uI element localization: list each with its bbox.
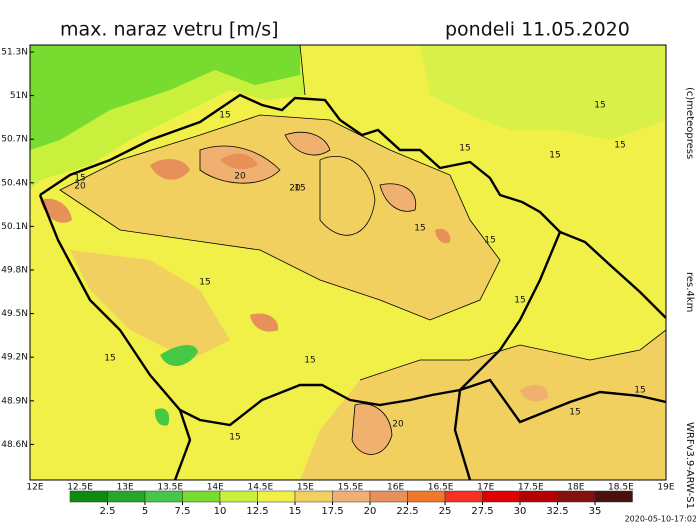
colorbar-label: 17.5 [321, 506, 343, 517]
lon-label: 12.5E [67, 483, 93, 493]
contour-label: 15 [549, 151, 560, 161]
colorbar-swatch [519, 490, 558, 503]
lon-label: 13E [117, 483, 134, 493]
title: max. naraz vetru [m/s] [60, 19, 279, 41]
date: pondeli 11.05.2020 [445, 19, 630, 41]
copyright: (c)meteopress [684, 87, 695, 159]
contour-label: 15 [199, 278, 210, 288]
colorbar-swatch [69, 490, 108, 503]
lat-label: 51.3N [1, 48, 28, 58]
lon-label: 16.5E [428, 483, 454, 493]
colorbar-swatch [557, 490, 596, 503]
contour-label: 15 [634, 386, 645, 396]
colorbar-label: 30 [514, 506, 527, 517]
timestamp: 2020-05-10-17:02 [625, 515, 697, 524]
colorbar-swatch [332, 490, 371, 503]
colorbar-label: 15 [289, 506, 302, 517]
colorbar-label: 2.5 [100, 506, 116, 517]
colorbar-label: 7.5 [175, 506, 191, 517]
contour-label: 20 [234, 172, 246, 182]
colorbar-swatch [107, 490, 146, 503]
lat-label: 51N [10, 91, 28, 101]
colorbar-label: 5 [142, 506, 148, 517]
lat-label: 48.9N [1, 396, 28, 406]
lon-label: 18E [567, 483, 584, 493]
contour-label: 20 [392, 420, 404, 430]
colorbar-label: 25 [439, 506, 452, 517]
colorbar-label: 27.5 [471, 506, 493, 517]
contour-label: 15 [294, 184, 305, 194]
lon-label: 13.5E [157, 483, 183, 493]
map-field [30, 45, 666, 480]
map-frame [29, 44, 667, 481]
contour-label: 15 [614, 141, 625, 151]
colorbar-swatch [594, 490, 633, 503]
colorbar-swatch [182, 490, 221, 503]
colorbar-swatch [444, 490, 483, 503]
contour-label: 15 [459, 144, 470, 154]
colorbar-swatch [369, 490, 408, 503]
lat-label: 50.7N [1, 135, 28, 145]
lat-label: 49.5N [1, 309, 28, 319]
resolution: res.4km [684, 272, 695, 312]
lon-label: 17.5E [518, 483, 544, 493]
colorbar-swatch [407, 490, 446, 503]
lon-label: 14E [207, 483, 224, 493]
contour-label: 15 [514, 296, 525, 306]
contour-label: 15 [594, 101, 605, 111]
colorbar-swatch [482, 490, 521, 503]
colorbar-label: 12.5 [246, 506, 268, 517]
lat-label: 48.6N [1, 440, 28, 450]
colorbar-label: 22.5 [396, 506, 418, 517]
lon-label: 19E [657, 483, 674, 493]
colorbar-swatch [144, 490, 183, 503]
lat-label: 49.8N [1, 266, 28, 276]
contour-label: 15 [414, 224, 425, 234]
lon-label: 12E [26, 483, 43, 493]
colorbar-label: 35 [589, 506, 602, 517]
contour-label: 20 [289, 184, 301, 194]
contour-label: 15 [219, 111, 230, 121]
model: WRFv3.9-ARW-S1 [684, 422, 695, 509]
contour-label: 15 [484, 236, 495, 246]
contour-label: 15 [229, 433, 240, 443]
colorbar-swatch [294, 490, 333, 503]
lon-label: 17E [477, 483, 494, 493]
contour-label: 15 [304, 356, 315, 366]
lat-label: 49.2N [1, 353, 28, 363]
lon-label: 15E [297, 483, 314, 493]
colorbar-label: 10 [214, 506, 227, 517]
colorbar-label: 20 [364, 506, 377, 517]
lon-label: 15.5E [338, 483, 364, 493]
lon-label: 16E [387, 483, 404, 493]
colorbar-swatch [219, 490, 258, 503]
lat-label: 50.1N [1, 222, 28, 232]
lon-label: 14.5E [247, 483, 273, 493]
contour-label: 15 [569, 408, 580, 418]
colorbar-swatch [257, 490, 296, 503]
contour-label: 15 [74, 174, 85, 184]
colorbar-label: 32.5 [546, 506, 568, 517]
contour-label: 20 [74, 182, 86, 192]
lat-label: 50.4N [1, 178, 28, 188]
contour-label: 15 [104, 354, 115, 364]
lon-label: 18.5E [608, 483, 634, 493]
